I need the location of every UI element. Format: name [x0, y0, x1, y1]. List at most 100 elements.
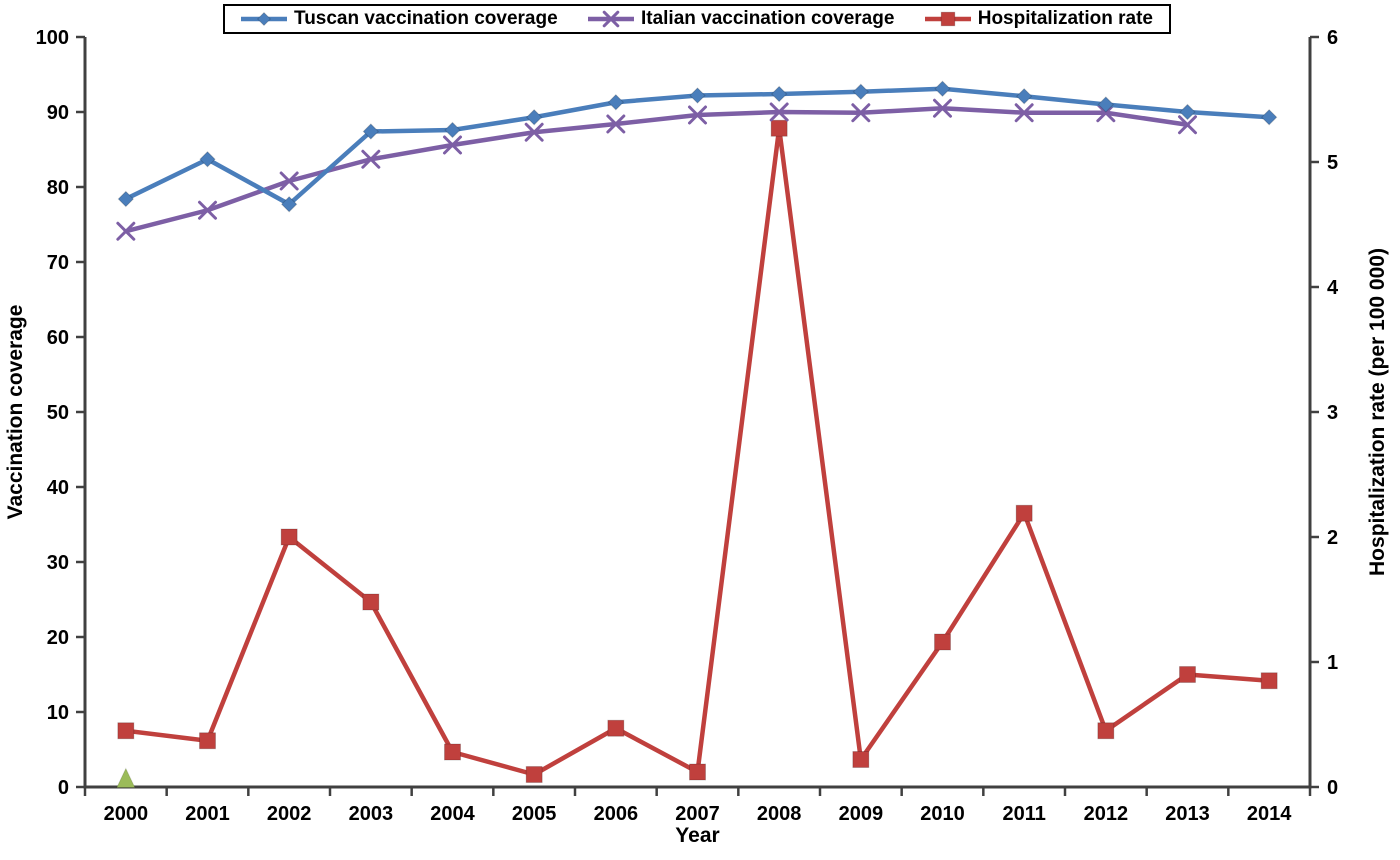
- square-marker: [117, 722, 135, 740]
- series-italian-vaccination-coverage: [116, 98, 1197, 241]
- y-left-tick-label: 50: [47, 402, 69, 424]
- x-tick-label: 2011: [1002, 803, 1045, 825]
- diamond-marker: [770, 85, 788, 103]
- y-left-tick-label: 40: [47, 477, 69, 499]
- series-tuscan-vaccination-coverage: [117, 80, 1278, 213]
- legend-label: Italian vaccination coverage: [640, 8, 895, 29]
- diamond-marker: [199, 151, 216, 168]
- x-tick-label: 2008: [757, 803, 802, 825]
- x-tick-label: 2014: [1247, 803, 1292, 825]
- x-marker: [1178, 115, 1197, 135]
- x-tick-label: 2001: [185, 803, 230, 825]
- square-marker: [689, 763, 706, 781]
- x-marker: [361, 149, 381, 169]
- y-axis-title-right: Hospitalization rate (per 100 000): [1366, 248, 1389, 576]
- diamond-marker: [934, 80, 951, 97]
- diamond-marker: [1097, 96, 1115, 113]
- diamond-marker: [525, 109, 543, 126]
- square-marker: [940, 11, 956, 27]
- y-left-tick-label: 0: [58, 777, 69, 799]
- x-marker: [602, 10, 620, 28]
- legend-item-hospitalization-rate: Hospitalization rate: [919, 8, 1153, 30]
- x-marker: [1014, 103, 1034, 123]
- legend-marker-x: [587, 10, 634, 28]
- series-hospitalization-rate: [117, 119, 1278, 783]
- square-marker: [362, 593, 380, 611]
- x-marker: [933, 98, 952, 118]
- x-tick-label: 2007: [675, 803, 720, 825]
- diamond-marker: [280, 196, 298, 213]
- y-left-tick-label: 90: [47, 102, 69, 124]
- diamond-marker: [689, 87, 706, 104]
- x-axis-title: Year: [675, 824, 719, 847]
- y-right-tick-label: 5: [1327, 152, 1338, 174]
- x-tick-label: 2010: [920, 803, 965, 825]
- square-marker: [1015, 504, 1033, 522]
- x-marker: [769, 102, 789, 122]
- x-tick-label: 2005: [512, 803, 557, 825]
- y-left-tick-label: 20: [47, 627, 69, 649]
- legend: Tuscan vaccination coverage Italian vacci…: [223, 4, 1171, 34]
- diamond-marker: [362, 123, 380, 140]
- y-left-tick-label: 100: [36, 27, 69, 49]
- square-marker: [525, 766, 543, 783]
- square-marker: [607, 719, 625, 737]
- x-tick-label: 2013: [1165, 803, 1210, 825]
- diamond-marker: [117, 190, 135, 208]
- legend-label: Hospitalization rate: [977, 8, 1153, 29]
- x-tick-label: 2002: [267, 803, 312, 825]
- y-axis-title-left: Vaccination coverage: [4, 305, 27, 520]
- y-left-tick-label: 10: [47, 702, 69, 724]
- series-line: [123, 106, 1190, 234]
- y-right-tick-label: 3: [1327, 402, 1338, 424]
- square-marker: [280, 528, 298, 546]
- y-left-tick-label: 80: [47, 177, 69, 199]
- legend-label: Tuscan vaccination coverage: [294, 8, 558, 29]
- diamond-marker: [1260, 109, 1278, 126]
- legend-item-tuscan-vaccination-coverage: Tuscan vaccination coverage: [235, 8, 558, 30]
- square-marker: [1179, 666, 1196, 683]
- series-line: [123, 126, 1272, 777]
- diamond-marker: [1179, 103, 1196, 121]
- y-left-tick-label: 70: [47, 252, 69, 274]
- diamond-marker: [1015, 88, 1033, 105]
- x-marker: [279, 171, 299, 191]
- x-marker: [524, 122, 544, 142]
- y-left-tick-label: 60: [47, 327, 69, 349]
- square-marker: [444, 743, 461, 761]
- x-marker: [198, 200, 217, 220]
- x-tick-label: 2000: [104, 803, 149, 825]
- legend-item-italian-vaccination-coverage: Italian vaccination coverage: [582, 8, 894, 30]
- x-marker: [116, 221, 136, 241]
- square-marker: [199, 732, 216, 750]
- legend-marker-square: [924, 11, 971, 27]
- legend-marker-diamond: [241, 11, 287, 27]
- x-marker: [851, 103, 871, 123]
- diamond-marker: [256, 11, 272, 27]
- y-right-tick-label: 2: [1327, 527, 1338, 549]
- square-marker: [1260, 672, 1278, 690]
- y-left-tick-label: 30: [47, 552, 69, 574]
- x-tick-label: 2003: [349, 803, 394, 825]
- x-marker: [606, 114, 626, 134]
- diamond-marker: [444, 121, 461, 139]
- triangle-marker: [116, 767, 136, 788]
- y-right-tick-label: 1: [1327, 652, 1338, 674]
- x-marker: [443, 135, 462, 155]
- x-tick-label: 2009: [839, 803, 884, 825]
- square-marker: [770, 119, 788, 137]
- x-marker: [688, 105, 707, 125]
- y-right-tick-label: 4: [1327, 277, 1339, 299]
- diamond-marker: [852, 83, 870, 100]
- x-marker: [1096, 103, 1116, 123]
- x-tick-label: 2006: [594, 803, 639, 825]
- y-right-tick-label: 0: [1327, 777, 1338, 799]
- square-marker: [852, 751, 870, 768]
- y-right-tick-label: 6: [1327, 27, 1338, 49]
- x-tick-label: 2012: [1084, 803, 1129, 825]
- square-marker: [1097, 722, 1115, 740]
- x-tick-label: 2004: [430, 803, 475, 825]
- square-marker: [934, 633, 951, 651]
